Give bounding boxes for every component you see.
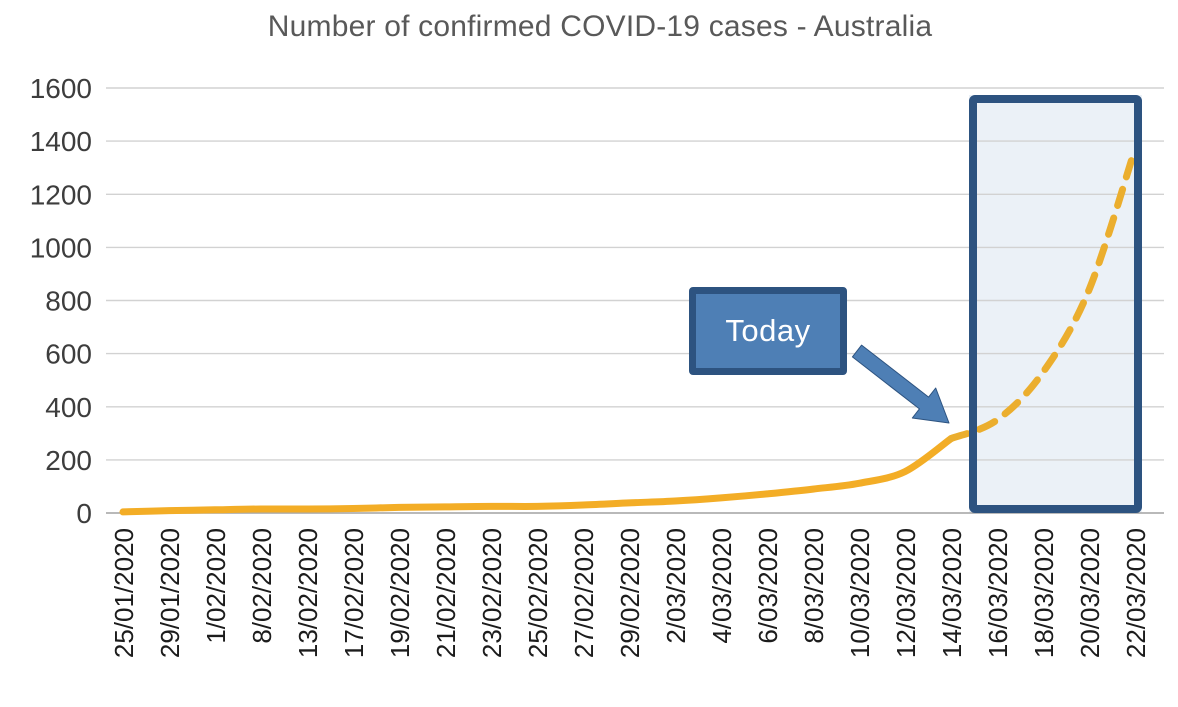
x-tick-label: 29/01/2020: [155, 528, 185, 658]
x-tick-label: 12/03/2020: [891, 528, 921, 658]
y-tick-label: 1600: [30, 73, 92, 104]
y-tick-label: 0: [76, 498, 92, 529]
x-tick-label: 19/02/2020: [385, 528, 415, 658]
x-tick-label: 4/03/2020: [707, 528, 737, 644]
y-tick-label: 400: [45, 392, 92, 423]
y-tick-label: 600: [45, 339, 92, 370]
projection-line: [947, 145, 1139, 443]
x-tick-label: 13/02/2020: [293, 528, 323, 658]
x-tick-label: 27/02/2020: [569, 528, 599, 658]
x-tick-label: 6/03/2020: [753, 528, 783, 644]
x-tick-label: 29/02/2020: [615, 528, 645, 658]
x-tick-label: 17/02/2020: [339, 528, 369, 658]
x-tick-label: 14/03/2020: [937, 528, 967, 658]
x-tick-label: 18/03/2020: [1029, 528, 1059, 658]
today-label: Today: [725, 313, 811, 348]
x-tick-label: 20/03/2020: [1075, 528, 1105, 658]
y-tick-label: 200: [45, 445, 92, 476]
x-tick-label: 21/02/2020: [431, 528, 461, 658]
y-tick-label: 1000: [30, 232, 92, 263]
x-tick-label: 2/03/2020: [661, 528, 691, 644]
x-tick-label: 10/03/2020: [845, 528, 875, 658]
today-arrow-icon: [851, 344, 950, 424]
x-tick-label: 8/02/2020: [247, 528, 277, 644]
y-tick-label: 800: [45, 286, 92, 317]
chart-title: Number of confirmed COVID-19 cases - Aus…: [267, 10, 933, 43]
x-tick-label: 25/01/2020: [109, 528, 139, 658]
y-tick-label: 1200: [30, 179, 92, 210]
projection-highlight-fill: [969, 95, 1142, 513]
x-tick-label: 8/03/2020: [799, 528, 829, 644]
x-tick-label: 25/02/2020: [523, 528, 553, 658]
cases-line: [119, 435, 955, 516]
today-callout: Today: [689, 287, 847, 375]
x-tick-label: 1/02/2020: [201, 528, 231, 644]
x-tick-label: 16/03/2020: [983, 528, 1013, 658]
x-tick-label: 22/03/2020: [1121, 528, 1151, 658]
projection-highlight-border: [969, 95, 1142, 513]
x-tick-label: 23/02/2020: [477, 528, 507, 658]
y-tick-label: 1400: [30, 126, 92, 157]
